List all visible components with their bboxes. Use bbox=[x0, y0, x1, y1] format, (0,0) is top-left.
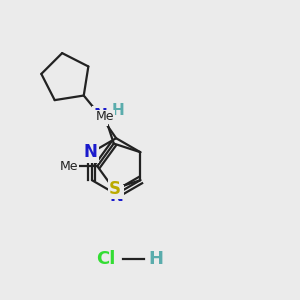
Text: Me: Me bbox=[60, 160, 79, 173]
Text: N: N bbox=[83, 143, 98, 161]
Text: Cl: Cl bbox=[96, 250, 116, 268]
Text: N: N bbox=[109, 187, 123, 205]
Text: H: H bbox=[111, 103, 124, 118]
Text: N: N bbox=[93, 107, 107, 125]
Text: Me: Me bbox=[96, 110, 114, 124]
Text: H: H bbox=[148, 250, 164, 268]
Text: S: S bbox=[109, 180, 121, 198]
